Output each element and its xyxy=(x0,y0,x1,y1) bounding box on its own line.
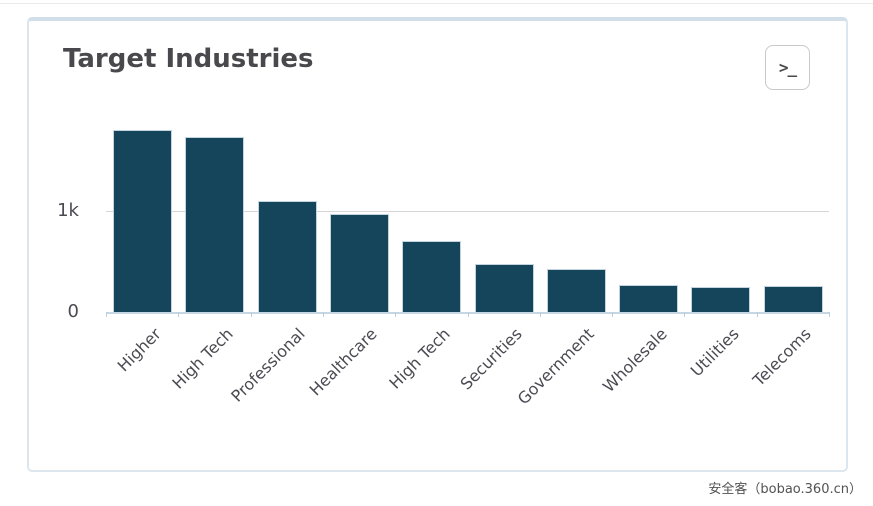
bar-high-tech[interactable] xyxy=(402,241,462,312)
x-axis-tick xyxy=(467,312,469,317)
bar-high-tech[interactable] xyxy=(185,137,245,312)
bar-utilities[interactable] xyxy=(691,287,751,312)
y-gridline xyxy=(106,211,829,212)
target-industries-panel: Target Industries >_ 0 1k Higher High Tech P… xyxy=(27,17,848,472)
x-axis-tick xyxy=(539,312,541,317)
x-axis-tick xyxy=(322,312,324,317)
window-top-divider xyxy=(0,3,873,4)
x-axis-tick xyxy=(829,312,830,317)
panel-title: Target Industries xyxy=(63,44,314,74)
bar-securities[interactable] xyxy=(474,264,534,312)
bar-chart: 0 1k Higher High Tech Professional Healthcare… xyxy=(29,21,846,468)
bar-professional[interactable] xyxy=(257,201,317,312)
terminal-button[interactable]: >_ xyxy=(765,45,810,90)
x-axis-tick xyxy=(612,312,614,317)
bar-government[interactable] xyxy=(546,269,606,312)
bar-higher[interactable] xyxy=(113,130,172,312)
x-axis-tick xyxy=(178,312,180,317)
bar-wholesale[interactable] xyxy=(619,285,679,312)
y-axis-tick-label: 1k xyxy=(57,200,79,221)
y-axis-tick-label: 0 xyxy=(67,301,79,322)
x-axis-tick xyxy=(395,312,397,317)
bar-telecoms[interactable] xyxy=(763,286,823,312)
x-axis-tick xyxy=(106,312,107,317)
x-axis-tick xyxy=(250,312,252,317)
x-axis-tick xyxy=(756,312,758,317)
watermark: 安全客（bobao.360.cn） xyxy=(708,482,862,497)
bar-healthcare[interactable] xyxy=(329,214,389,312)
x-axis-tick xyxy=(684,312,686,317)
terminal-icon: >_ xyxy=(778,58,797,77)
